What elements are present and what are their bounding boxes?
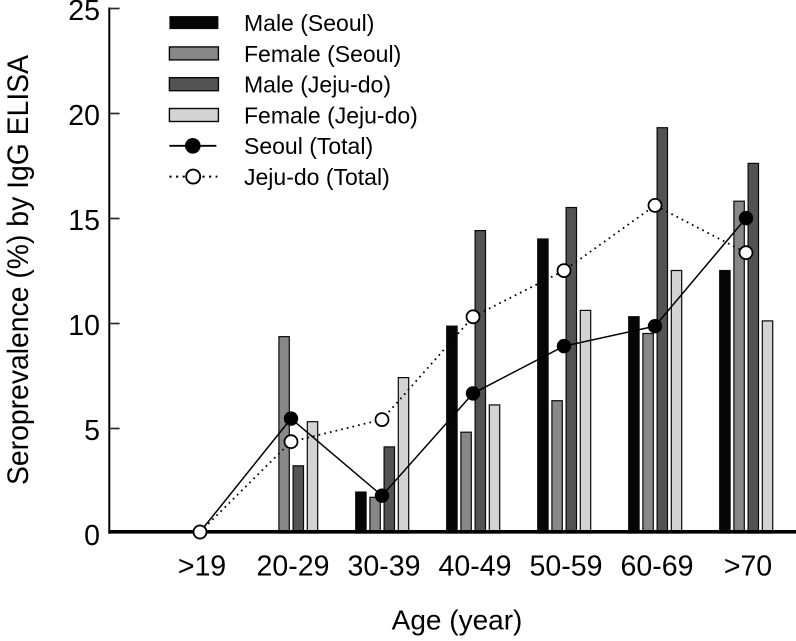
svg-text:20: 20: [68, 100, 100, 132]
svg-text:30-39: 30-39: [348, 551, 421, 583]
svg-text:20-29: 20-29: [257, 551, 330, 583]
svg-text:10: 10: [68, 310, 100, 342]
svg-text:Female (Seoul): Female (Seoul): [244, 41, 401, 67]
svg-text:50-59: 50-59: [530, 551, 603, 583]
svg-text:0: 0: [84, 520, 100, 552]
svg-text:40-49: 40-49: [439, 551, 512, 583]
svg-text:>70: >70: [724, 551, 772, 583]
svg-text:>19: >19: [178, 551, 226, 583]
svg-text:15: 15: [68, 205, 100, 237]
svg-text:Seoul (Total): Seoul (Total): [244, 133, 373, 159]
svg-text:Age (year): Age (year): [392, 605, 523, 636]
svg-text:Female (Jeju-do): Female (Jeju-do): [244, 102, 418, 128]
svg-text:Male (Jeju-do): Male (Jeju-do): [244, 72, 391, 98]
svg-text:25: 25: [68, 0, 100, 27]
svg-text:Male (Seoul): Male (Seoul): [244, 10, 374, 36]
svg-text:60-69: 60-69: [621, 551, 694, 583]
svg-text:Seroprevalence (%) by IgG ELIS: Seroprevalence (%) by IgG ELISA: [2, 55, 35, 485]
svg-text:5: 5: [84, 415, 100, 447]
svg-text:Jeju-do (Total): Jeju-do (Total): [244, 164, 390, 190]
